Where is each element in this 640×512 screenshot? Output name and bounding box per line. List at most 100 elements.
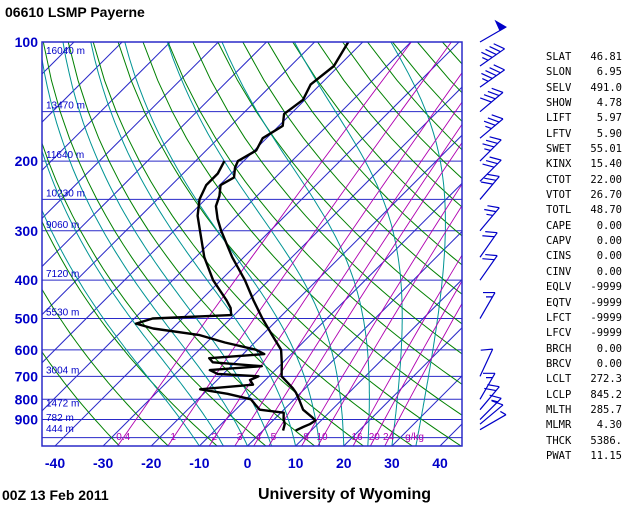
index-value: 5386.	[590, 434, 622, 447]
index-row: THCK 5386.	[546, 434, 622, 449]
svg-text:16040 m: 16040 m	[46, 46, 85, 57]
index-value: 5.97	[596, 112, 622, 125]
svg-text:5: 5	[271, 432, 277, 443]
svg-text:0.4: 0.4	[116, 432, 130, 443]
index-value: 15.40	[590, 158, 622, 171]
index-value: 11.15	[590, 449, 622, 462]
svg-text:-30: -30	[93, 455, 113, 471]
index-value: 0.00	[596, 250, 622, 263]
index-value: 285.7	[590, 403, 622, 416]
index-row: SWET 55.01	[546, 142, 622, 157]
wind-barb	[479, 231, 498, 258]
index-row: SLAT 46.81	[546, 50, 622, 65]
svg-text:200: 200	[15, 153, 39, 169]
index-name: EQLV	[546, 281, 572, 294]
index-row: CTOT 22.00	[546, 173, 622, 188]
index-row: SLON 6.95	[546, 65, 622, 80]
index-name: MLMR	[546, 419, 572, 432]
sounding-traces	[134, 42, 350, 432]
index-row: CINV 0.00	[546, 265, 622, 280]
svg-text:7120 m: 7120 m	[46, 269, 79, 280]
index-value: 6.95	[596, 66, 622, 79]
svg-text:9060 m: 9060 m	[46, 220, 79, 231]
index-name: LCLT	[546, 373, 572, 386]
index-row: LCLP 845.2	[546, 388, 622, 403]
index-row: BRCH 0.00	[546, 342, 622, 357]
svg-text:2: 2	[211, 432, 217, 443]
svg-text:4: 4	[256, 432, 262, 443]
wind-barb	[479, 156, 502, 182]
wind-barbs	[479, 19, 507, 431]
index-row: KINX 15.40	[546, 157, 622, 172]
index-row: EQLV -9999	[546, 280, 622, 295]
index-row: MLTH 285.7	[546, 403, 622, 418]
index-row: SHOW 4.78	[546, 96, 622, 111]
index-row: VTOT 26.70	[546, 188, 622, 203]
svg-text:20: 20	[369, 432, 381, 443]
index-name: VTOT	[546, 189, 572, 202]
index-name: CINV	[546, 265, 572, 278]
index-value: -9999	[590, 311, 622, 324]
svg-text:11640 m: 11640 m	[46, 150, 84, 161]
index-row: CAPV 0.00	[546, 234, 622, 249]
index-row: CINS 0.00	[546, 249, 622, 264]
svg-text:8: 8	[303, 432, 309, 443]
wind-barb	[479, 136, 502, 162]
index-value: 845.2	[590, 388, 622, 401]
chart-grid	[42, 42, 462, 446]
index-row: BRCV 0.00	[546, 357, 622, 372]
index-row: LFTV 5.90	[546, 127, 622, 142]
index-name: SHOW	[546, 97, 572, 110]
wind-barb	[479, 384, 500, 411]
index-name: SELV	[546, 81, 572, 94]
svg-text:3: 3	[237, 432, 243, 443]
index-row: SELV 491.0	[546, 81, 622, 96]
index-name: TOTL	[546, 204, 572, 217]
svg-text:40: 40	[432, 455, 448, 471]
index-value: 0.00	[596, 357, 622, 370]
index-row: TOTL 48.70	[546, 203, 622, 218]
index-row: LFCT -9999	[546, 311, 622, 326]
wind-barb	[479, 372, 496, 400]
svg-text:10: 10	[288, 455, 304, 471]
index-name: LFTV	[546, 127, 572, 140]
svg-text:0: 0	[244, 455, 252, 471]
svg-text:13470 m: 13470 m	[46, 101, 85, 112]
wind-barb	[479, 43, 505, 67]
svg-text:500: 500	[15, 311, 39, 327]
dewpoint-trace	[134, 160, 286, 431]
svg-text:20: 20	[336, 455, 352, 471]
index-row: LFCV -9999	[546, 326, 622, 341]
wind-barb	[479, 394, 502, 420]
index-name: CTOT	[546, 173, 572, 186]
index-value: -9999	[590, 296, 622, 309]
wind-barb	[479, 173, 500, 200]
index-value: 4.30	[596, 419, 622, 432]
index-value: 26.70	[590, 189, 622, 202]
svg-text:30: 30	[384, 455, 400, 471]
index-row: PWAT 11.15	[546, 449, 622, 464]
index-value: 0.00	[596, 342, 622, 355]
index-name: THCK	[546, 434, 572, 447]
index-value: 55.01	[590, 143, 622, 156]
svg-text:1472 m: 1472 m	[46, 399, 79, 410]
svg-text:800: 800	[15, 391, 39, 407]
index-name: BRCV	[546, 357, 572, 370]
index-value: 4.78	[596, 97, 622, 110]
index-value: 272.3	[590, 373, 622, 386]
svg-text:100: 100	[15, 34, 39, 50]
wind-barb	[479, 114, 504, 139]
svg-text:600: 600	[15, 342, 39, 358]
index-name: SWET	[546, 143, 572, 156]
svg-text:10230 m: 10230 m	[46, 188, 85, 199]
index-name: SLON	[546, 66, 572, 79]
svg-text:400: 400	[15, 272, 39, 288]
plot-frame	[41, 41, 463, 447]
wind-barb	[479, 253, 498, 281]
data-source-label: University of Wyoming	[258, 486, 432, 503]
index-name: LIFT	[546, 112, 572, 125]
index-name: SLAT	[546, 51, 572, 63]
wind-barb	[479, 87, 504, 113]
